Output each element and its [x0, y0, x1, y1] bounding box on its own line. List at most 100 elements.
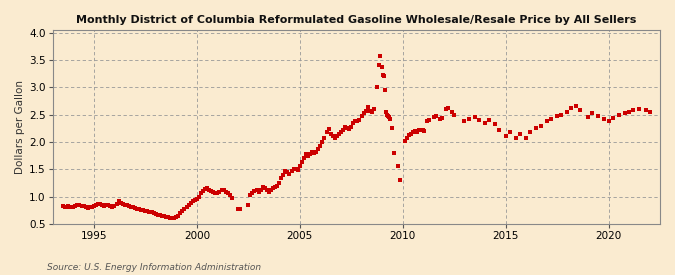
Point [165, 216, 176, 220]
Point [383, 114, 394, 118]
Point [400, 139, 410, 143]
Point [342, 125, 352, 130]
Point [210, 191, 221, 195]
Point [233, 206, 244, 211]
Point [325, 132, 336, 136]
Point [124, 204, 134, 208]
Point [290, 167, 301, 171]
Point [364, 109, 375, 113]
Point [469, 115, 480, 120]
Point [379, 74, 389, 79]
Point [192, 196, 202, 201]
Point [243, 202, 254, 207]
Point [367, 110, 377, 114]
Point [414, 128, 425, 133]
Point [117, 201, 128, 206]
Point [155, 213, 165, 217]
Point [412, 130, 423, 134]
Point [375, 53, 385, 58]
Point [545, 117, 556, 121]
Point [284, 171, 295, 176]
Point [640, 108, 651, 112]
Point [278, 172, 289, 177]
Point [63, 204, 74, 208]
Point [338, 128, 348, 132]
Point [66, 205, 77, 209]
Point [274, 181, 285, 185]
Point [99, 204, 109, 208]
Point [480, 120, 491, 125]
Point [570, 104, 581, 109]
Point [608, 116, 618, 120]
Point [447, 110, 458, 114]
Point [97, 202, 107, 207]
Point [226, 196, 237, 200]
Point [422, 119, 433, 123]
Point [202, 186, 213, 191]
Point [105, 204, 116, 208]
Point [269, 185, 280, 189]
Point [68, 205, 79, 210]
Point [82, 206, 93, 210]
Point [111, 201, 122, 206]
Point [95, 201, 105, 206]
Point [340, 125, 350, 129]
Point [434, 117, 445, 121]
Point [188, 199, 198, 204]
Point [132, 206, 142, 211]
Point [136, 207, 146, 212]
Point [384, 115, 395, 120]
Point [122, 203, 132, 207]
Point [255, 188, 266, 192]
Point [119, 202, 130, 207]
Point [531, 125, 542, 130]
Point [510, 135, 521, 140]
Point [344, 126, 354, 131]
Point [245, 193, 256, 198]
Point [389, 151, 400, 155]
Point [198, 189, 209, 193]
Point [645, 110, 655, 114]
Point [535, 123, 546, 128]
Point [220, 189, 231, 194]
Point [157, 213, 167, 218]
Point [356, 114, 367, 118]
Point [599, 117, 610, 121]
Point [107, 205, 118, 209]
Point [304, 152, 315, 156]
Point [282, 170, 293, 175]
Point [80, 205, 91, 210]
Point [484, 118, 495, 122]
Point [74, 202, 85, 207]
Point [200, 187, 211, 191]
Point [360, 109, 371, 113]
Point [128, 205, 138, 210]
Point [504, 130, 515, 134]
Point [441, 107, 452, 111]
Point [319, 135, 330, 140]
Point [185, 201, 196, 205]
Point [387, 126, 398, 130]
Point [378, 73, 389, 78]
Point [183, 202, 194, 207]
Point [373, 63, 384, 68]
Point [175, 211, 186, 215]
Point [144, 210, 155, 214]
Point [251, 188, 262, 193]
Point [272, 183, 283, 188]
Point [628, 108, 639, 112]
Point [276, 176, 287, 181]
Point [292, 167, 303, 172]
Point [385, 117, 396, 121]
Point [140, 208, 151, 213]
Point [190, 198, 200, 202]
Point [286, 169, 297, 174]
Point [161, 214, 171, 219]
Point [350, 119, 360, 123]
Point [380, 88, 391, 92]
Point [173, 213, 184, 218]
Point [294, 164, 305, 169]
Point [321, 130, 332, 134]
Point [163, 215, 173, 219]
Point [61, 205, 72, 210]
